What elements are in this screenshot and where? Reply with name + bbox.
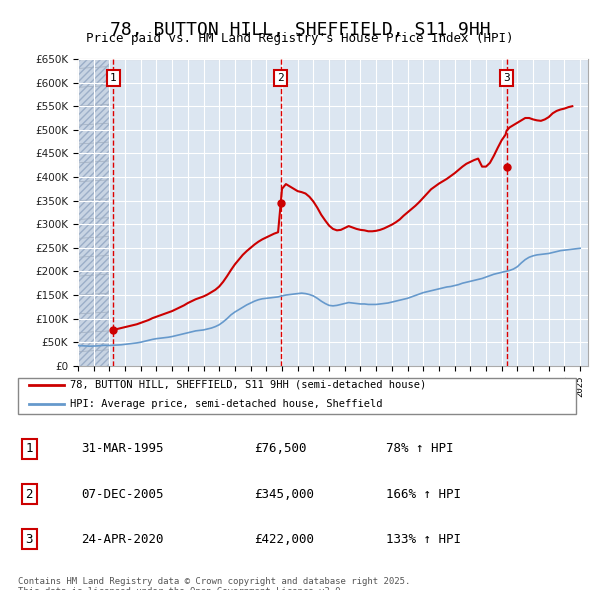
Text: 78, BUTTON HILL, SHEFFIELD, S11 9HH: 78, BUTTON HILL, SHEFFIELD, S11 9HH xyxy=(110,21,490,39)
Text: 2: 2 xyxy=(26,487,33,500)
Text: Contains HM Land Registry data © Crown copyright and database right 2025.
This d: Contains HM Land Registry data © Crown c… xyxy=(18,577,410,590)
Text: 166% ↑ HPI: 166% ↑ HPI xyxy=(386,487,461,500)
Text: Price paid vs. HM Land Registry's House Price Index (HPI): Price paid vs. HM Land Registry's House … xyxy=(86,32,514,45)
Text: 133% ↑ HPI: 133% ↑ HPI xyxy=(386,533,461,546)
Bar xyxy=(78,59,109,366)
Text: 78% ↑ HPI: 78% ↑ HPI xyxy=(386,442,454,455)
Text: 07-DEC-2005: 07-DEC-2005 xyxy=(81,487,164,500)
Bar xyxy=(78,59,109,366)
Text: £422,000: £422,000 xyxy=(254,533,314,546)
Text: £345,000: £345,000 xyxy=(254,487,314,500)
FancyBboxPatch shape xyxy=(18,378,577,414)
Text: HPI: Average price, semi-detached house, Sheffield: HPI: Average price, semi-detached house,… xyxy=(70,399,382,408)
Text: 3: 3 xyxy=(503,73,510,83)
Text: 1: 1 xyxy=(26,442,33,455)
Text: 2: 2 xyxy=(277,73,284,83)
Text: 1: 1 xyxy=(110,73,116,83)
Text: 3: 3 xyxy=(26,533,33,546)
Text: 31-MAR-1995: 31-MAR-1995 xyxy=(81,442,164,455)
Text: £76,500: £76,500 xyxy=(254,442,307,455)
Text: 24-APR-2020: 24-APR-2020 xyxy=(81,533,164,546)
Text: 78, BUTTON HILL, SHEFFIELD, S11 9HH (semi-detached house): 78, BUTTON HILL, SHEFFIELD, S11 9HH (sem… xyxy=(70,380,426,390)
